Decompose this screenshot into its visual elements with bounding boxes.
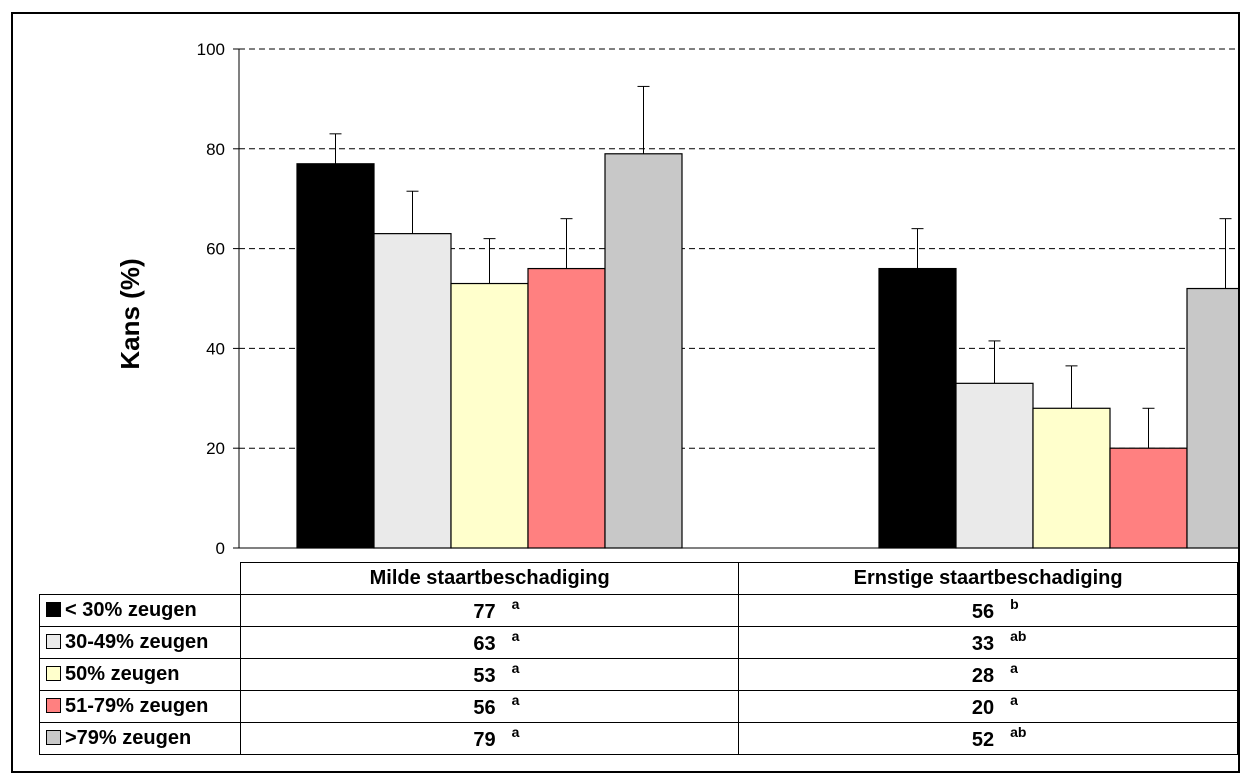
y-tick-label: 40 [206, 339, 225, 358]
y-axis: 0 20 40 60 80 100 [197, 40, 1238, 558]
y-tick-label: 20 [206, 439, 225, 458]
legend-swatch [46, 634, 61, 649]
series-name: 30-49% zeugen [65, 631, 209, 653]
series-name: 51-79% zeugen [65, 695, 209, 717]
value-cell: 56 a [240, 690, 740, 723]
legend-entry: 51-79% zeugen [38, 690, 242, 723]
bar [296, 163, 375, 549]
value-cell: 56 b [738, 594, 1238, 627]
significance-letter: ab [1010, 724, 1027, 740]
table-row: < 30% zeugen 77 a 56 b [38, 594, 1238, 627]
series-name: 50% zeugen [65, 663, 180, 685]
category-label: Milde staartbeschadiging [240, 562, 740, 595]
data-value: 79 [473, 729, 496, 751]
y-axis-label: Kans (%) [115, 258, 145, 369]
value-cell: 33 ab [738, 626, 1238, 659]
significance-letter: ab [1010, 628, 1027, 644]
y-tick-label: 100 [197, 40, 225, 59]
bars [296, 85, 1238, 549]
value-cell: 77 a [240, 594, 740, 627]
legend-entry: < 30% zeugen [38, 594, 242, 627]
significance-letter: b [1010, 596, 1019, 612]
table-corner [39, 562, 242, 595]
bar [1109, 447, 1188, 549]
significance-letter: a [511, 628, 520, 644]
bar [604, 153, 683, 549]
bar-chart: 0 20 40 60 80 100 Kans (%) [115, 40, 1238, 558]
value-cell: 20 a [738, 690, 1238, 723]
legend-swatch [46, 730, 61, 745]
value-cell: 79 a [240, 722, 740, 755]
bar [527, 267, 606, 549]
y-tick-label: 0 [216, 539, 225, 558]
data-value: 52 [971, 729, 995, 751]
data-value: 28 [971, 665, 995, 687]
significance-letter: a [1010, 692, 1018, 708]
significance-letter: a [511, 660, 520, 676]
table-header-row: Milde staartbeschadiging Ernstige staartb… [39, 562, 1238, 595]
y-tick-label: 80 [206, 140, 225, 159]
significance-letter: a [1010, 660, 1018, 676]
data-value: 56 [473, 697, 496, 719]
legend-swatch [46, 602, 61, 617]
legend-swatch [46, 666, 61, 681]
legend-entry: 50% zeugen [38, 658, 242, 691]
table-row: 30-49% zeugen 63 a 33 ab [38, 626, 1238, 659]
data-value: 33 [971, 633, 995, 655]
bar [450, 282, 529, 549]
value-cell: 53 a [240, 658, 740, 691]
significance-letter: a [511, 692, 520, 708]
chart-frame: 0 20 40 60 80 100 Kans (%) Milde staartbescha… [11, 12, 1240, 773]
bar [878, 267, 957, 549]
legend-swatch [46, 698, 61, 713]
legend-entry: >79% zeugen [38, 722, 242, 755]
value-cell: 28 a [738, 658, 1238, 691]
bar [955, 382, 1034, 549]
value-cell: 63 a [240, 626, 740, 659]
significance-letter: a [511, 724, 520, 740]
bar [373, 233, 452, 549]
bar [1032, 407, 1111, 549]
legend-entry: 30-49% zeugen [38, 626, 242, 659]
data-value: 63 [473, 633, 496, 655]
data-table: Milde staartbeschadiging Ernstige staartb… [38, 562, 1238, 755]
data-value: 56 [971, 601, 995, 623]
bar [1186, 287, 1238, 549]
data-value: 77 [473, 601, 496, 623]
y-tick-label: 60 [206, 240, 225, 259]
table-row: 51-79% zeugen 56 a 20 a [38, 690, 1238, 723]
value-cell: 52 ab [738, 722, 1238, 755]
data-value: 53 [473, 665, 496, 687]
significance-letter: a [511, 596, 520, 612]
data-value: 20 [971, 697, 995, 719]
category-label: Ernstige staartbeschadiging [738, 562, 1238, 595]
table-row: >79% zeugen 79 a 52 ab [38, 722, 1238, 755]
table-row: 50% zeugen 53 a 28 a [38, 658, 1238, 691]
series-name: >79% zeugen [65, 727, 192, 749]
series-name: < 30% zeugen [65, 599, 197, 621]
